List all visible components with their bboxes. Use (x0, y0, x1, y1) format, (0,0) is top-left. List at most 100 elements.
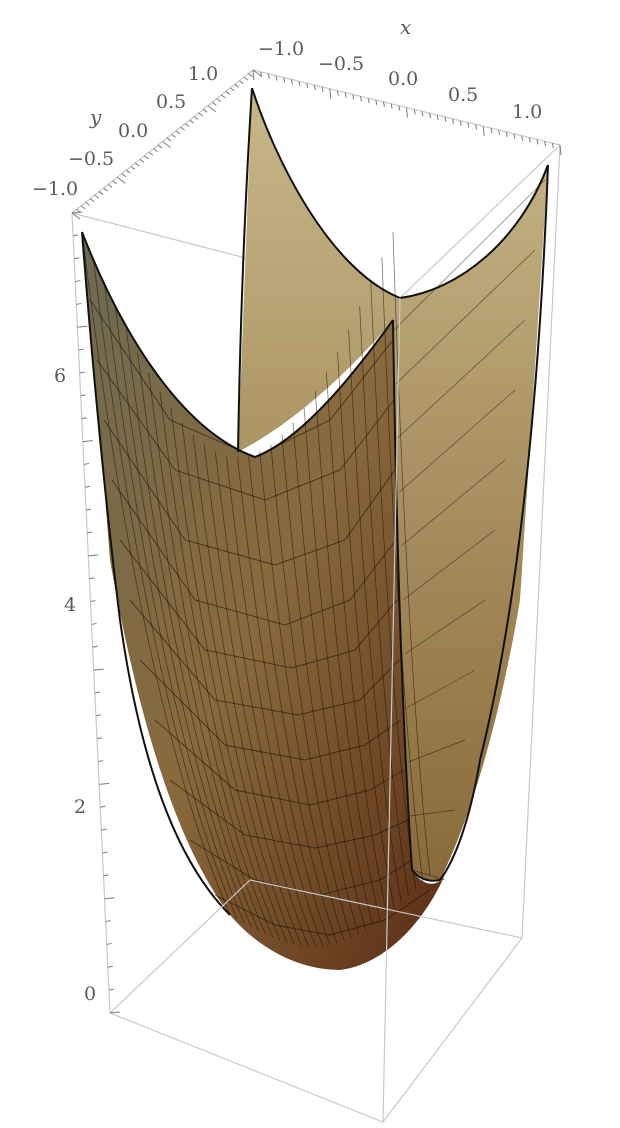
mesh-line (292, 422, 367, 931)
mesh-line (159, 391, 281, 941)
surface-rim-back (251, 87, 549, 300)
y-tick (234, 83, 240, 88)
y-tick (189, 119, 194, 124)
y-tick (103, 187, 108, 192)
z-tick (96, 737, 103, 740)
axis-ticks (71, 69, 562, 1014)
surface-edge-right (439, 164, 549, 881)
z-tick-label: 6 (54, 365, 66, 387)
box-edge (382, 937, 523, 1123)
x-tick (521, 135, 524, 141)
y-tick (98, 191, 104, 195)
mesh-line (303, 407, 374, 926)
mesh-line (237, 456, 331, 946)
y-tick (144, 155, 149, 160)
y-tick (248, 73, 253, 77)
mesh-line (139, 659, 402, 761)
x-tick (467, 122, 470, 128)
x-tick (482, 126, 485, 137)
y-tick (112, 180, 118, 185)
x-tick (513, 133, 516, 139)
y-tick (153, 148, 158, 153)
x-tick (367, 98, 370, 104)
x-tick-label: −1.0 (258, 38, 304, 60)
y-tick (130, 166, 136, 170)
z-tick (76, 302, 82, 305)
mesh-line (214, 451, 317, 947)
surface-mesh (81, 179, 546, 947)
x-tick (290, 79, 293, 85)
x-tick (321, 86, 324, 92)
y-tick (252, 69, 262, 77)
y-tick (94, 194, 99, 199)
x-axis-label: x (400, 15, 411, 39)
mesh-line (337, 351, 395, 909)
mesh-line (281, 434, 359, 935)
y-tick (180, 126, 185, 131)
mesh-line (410, 809, 456, 817)
mesh-line (226, 455, 324, 947)
y-tick (184, 123, 190, 128)
z-tick (75, 280, 81, 283)
mesh-line (214, 889, 431, 936)
x-tick (252, 69, 255, 81)
box-edge (109, 1012, 384, 1123)
y-tick (171, 133, 176, 138)
y-tick (175, 130, 181, 135)
box-edge (382, 297, 401, 1123)
y-tick (221, 94, 226, 99)
surface-edge-left (237, 87, 253, 453)
y-tick (166, 137, 172, 142)
mesh-line (393, 179, 546, 331)
x-tick (298, 81, 301, 87)
mesh-line (154, 719, 405, 806)
z-tick (109, 1011, 121, 1014)
y-tick (239, 80, 244, 85)
y-tick-label: 1.0 (188, 63, 218, 85)
mesh-line (203, 444, 309, 947)
x-tick (490, 128, 493, 134)
y-tick (80, 205, 86, 210)
z-tick (107, 965, 113, 968)
y-tick-label: 0.5 (156, 91, 186, 113)
box-front (71, 144, 561, 1123)
y-tick (71, 212, 81, 220)
x-tick (336, 90, 339, 96)
x-tick (375, 99, 378, 106)
z-tick (90, 600, 96, 603)
z-tick (77, 325, 88, 328)
y-tick (230, 87, 235, 92)
y-tick (211, 101, 217, 106)
mesh-line (314, 391, 381, 921)
mesh-line (192, 434, 302, 946)
z-tick (89, 577, 95, 580)
z-tick (94, 691, 100, 694)
y-tick (225, 91, 231, 95)
x-tick (406, 107, 408, 118)
z-tick (86, 508, 92, 511)
x-tick (544, 141, 547, 147)
y-tick (216, 98, 222, 102)
y-tick-label: −0.5 (68, 148, 114, 170)
mesh-line (170, 407, 288, 943)
x-tick (306, 83, 309, 89)
z-tick-label: 2 (74, 796, 86, 818)
y-tick-label: −1.0 (32, 178, 78, 200)
mesh-line (326, 372, 388, 915)
x-tick (382, 101, 385, 107)
y-tick (126, 169, 131, 174)
z-tick (101, 828, 107, 831)
mesh-line (404, 599, 486, 655)
x-tick (260, 71, 263, 77)
mesh-line (270, 444, 352, 939)
surface-back (238, 88, 548, 880)
z-tick (72, 234, 79, 237)
y-tick (121, 173, 127, 178)
y-axis: y −1.0 −0.5 0.0 0.5 1.0 (32, 63, 218, 200)
y-tick (202, 108, 208, 113)
z-tick (79, 371, 85, 374)
x-tick (559, 144, 562, 156)
y-tick (85, 201, 90, 206)
z-axis: 0 2 4 6 (54, 365, 96, 1005)
z-tick (83, 462, 90, 465)
